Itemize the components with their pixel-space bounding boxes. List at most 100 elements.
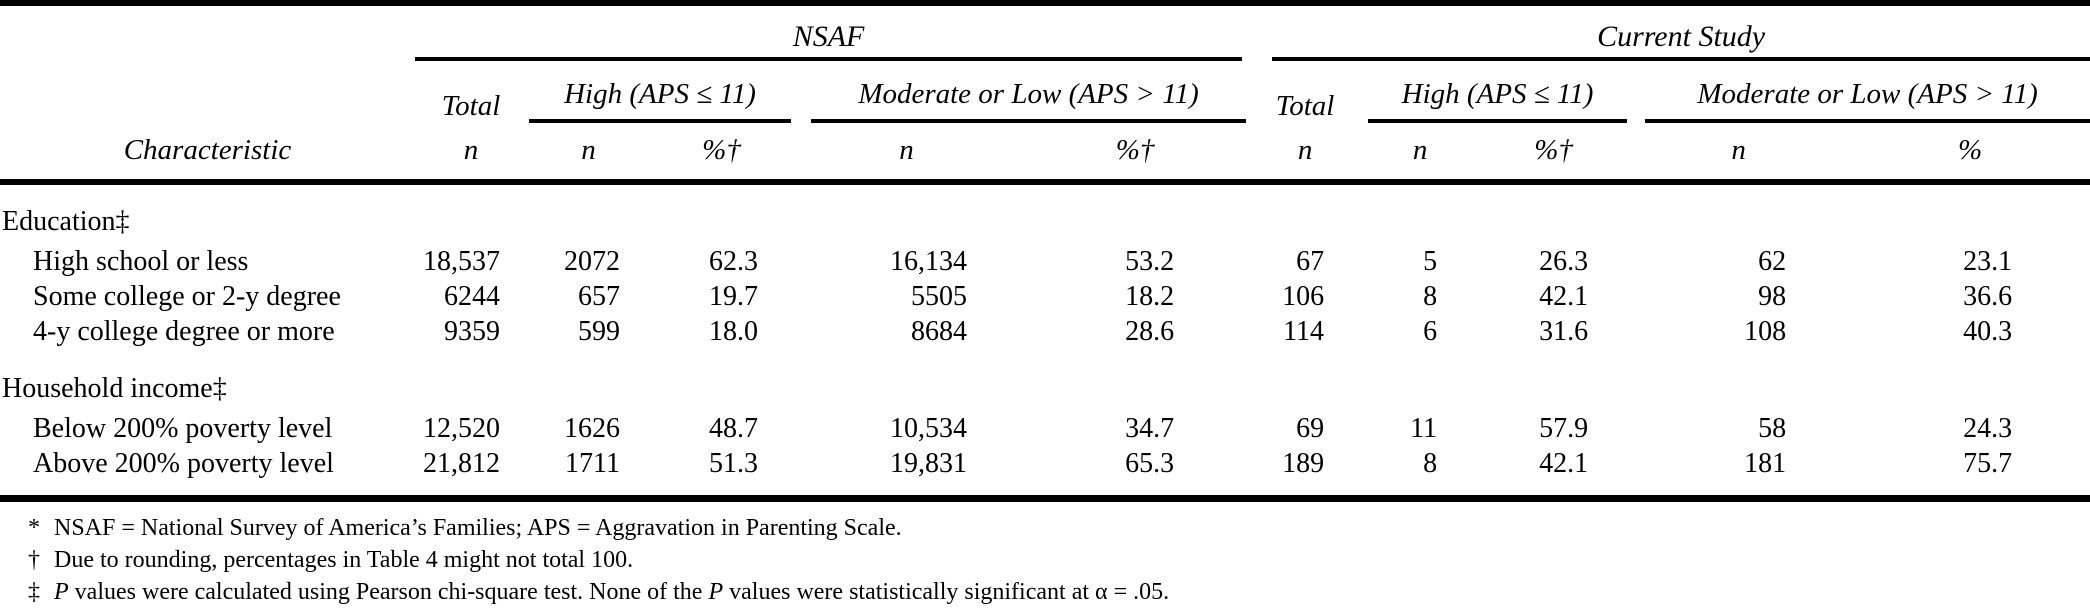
- section-row-education: Education‡: [0, 182, 2090, 244]
- footnote-text: values were calculated using Pearson chi…: [68, 579, 709, 605]
- cell-value: 98: [1758, 281, 1787, 312]
- footnote-nsaf-definition: * NSAF = National Survey of America’s Fam…: [28, 512, 2090, 544]
- cell-value: 16,134: [890, 246, 967, 277]
- cell-value: 10,534: [890, 413, 967, 444]
- cell-value: 657: [578, 281, 620, 312]
- row-label: Below 200% poverty level: [33, 413, 333, 444]
- col-header-moderate-pct-nsaf: %†: [1020, 123, 1251, 185]
- section-label: Education‡: [2, 206, 130, 237]
- group-header-nsaf: NSAF: [415, 6, 1243, 61]
- row-label: Some college or 2-y degree: [33, 281, 341, 312]
- cell-value: 8: [1423, 448, 1438, 479]
- cell-value: 57.9: [1539, 413, 1589, 444]
- col-header-characteristic: Characteristic: [0, 123, 415, 185]
- cell-value: 108: [1744, 316, 1787, 347]
- cell-value: 9359: [444, 316, 500, 347]
- section-row-household-income: Household income‡: [0, 349, 2090, 411]
- subheader-moderate-current-study-cell: Moderate or Low (APS > 11): [1627, 61, 2090, 123]
- table-row: Above 200% poverty level 21,812 1711 51.…: [0, 446, 2090, 499]
- row-label: Above 200% poverty level: [33, 448, 334, 479]
- subheader-moderate-nsaf-cell: Moderate or Low (APS > 11): [793, 61, 1250, 123]
- subheader-high-nsaf: High (APS ≤ 11): [529, 73, 791, 123]
- cell-value: 75.7: [1963, 448, 2013, 479]
- cell-value: 67: [1296, 246, 1325, 277]
- cell-value: 23.1: [1963, 246, 2013, 277]
- col-header-high-pct-current-study: %†: [1480, 123, 1628, 185]
- group-header-nsaf-cell: NSAF: [415, 3, 1250, 61]
- section-label: Household income‡: [2, 373, 227, 404]
- footnote-text: values were statistically significant at…: [723, 579, 1170, 605]
- footnote-pvalues: ‡ P values were calculated using Pearson …: [28, 576, 2090, 608]
- cell-value: 19.7: [709, 281, 758, 312]
- footnote-text-italic: P: [54, 579, 69, 605]
- footnote-rounding: † Due to rounding, percentages in Table 4…: [28, 544, 2090, 576]
- row-label: 4-y college degree or more: [33, 316, 335, 347]
- subheader-total-current-study: Total: [1275, 90, 1335, 122]
- footnote-text: NSAF = National Survey of America’s Fami…: [54, 515, 902, 541]
- cell-value: 19,831: [890, 448, 967, 479]
- stub-cell: [0, 3, 415, 61]
- cell-value: 114: [1283, 316, 1325, 347]
- subheader-moderate-nsaf: Moderate or Low (APS > 11): [811, 73, 1247, 123]
- group-header-current-study-cell: Current Study: [1250, 3, 2090, 61]
- cell-value: 12,520: [423, 413, 500, 444]
- footnote-text: Due to rounding, percentages in Table 4 …: [54, 547, 634, 573]
- column-header-row: Characteristic n n %† n %† n n %† n %: [0, 123, 2090, 185]
- col-header-total-n-current-study: n: [1250, 123, 1361, 185]
- cell-value: 62: [1758, 246, 1787, 277]
- cell-value: 2072: [564, 246, 620, 277]
- cell-value: 31.6: [1539, 316, 1589, 347]
- cell-value: 42.1: [1539, 281, 1589, 312]
- group-header-row: NSAF Current Study: [0, 3, 2090, 61]
- cell-value: 18,537: [423, 246, 500, 277]
- cell-value: 51.3: [709, 448, 758, 479]
- col-header-moderate-n-current-study: n: [1627, 123, 1851, 185]
- cell-value: 5: [1423, 246, 1438, 277]
- cell-value: 53.2: [1125, 246, 1175, 277]
- cell-value: 28.6: [1125, 316, 1175, 347]
- cell-value: 189: [1282, 448, 1325, 479]
- cell-value: 62.3: [709, 246, 758, 277]
- col-header-total-n-nsaf: n: [415, 123, 527, 185]
- cell-value: 40.3: [1963, 316, 2013, 347]
- group-header-current-study: Current Study: [1272, 6, 2090, 61]
- footnote-symbol: *: [28, 515, 40, 541]
- col-header-moderate-n-nsaf: n: [793, 123, 1020, 185]
- cell-value: 42.1: [1539, 448, 1589, 479]
- cell-value: 6: [1423, 316, 1438, 347]
- cell-value: 18.2: [1125, 281, 1175, 312]
- stub-cell: [0, 61, 415, 123]
- cell-value: 58: [1758, 413, 1787, 444]
- col-header-high-n-nsaf: n: [527, 123, 650, 185]
- table-row: Below 200% poverty level 12,520 1626 48.…: [0, 411, 2090, 446]
- cell-value: 34.7: [1125, 413, 1175, 444]
- cell-value: 24.3: [1963, 413, 2013, 444]
- aps-comparison-table: NSAF Current Study Total High (APS ≤ 11)…: [0, 0, 2090, 502]
- table-row: Some college or 2-y degree 6244 657 19.7…: [0, 279, 2090, 314]
- cell-value: 106: [1282, 281, 1325, 312]
- cell-value: 48.7: [709, 413, 758, 444]
- cell-value: 1711: [565, 448, 620, 479]
- footnote-symbol: †: [28, 547, 40, 573]
- cell-value: 26.3: [1539, 246, 1589, 277]
- subheader-moderate-current-study: Moderate or Low (APS > 11): [1645, 73, 2090, 123]
- table-body: Education‡ High school or less 18,537 20…: [0, 182, 2090, 499]
- cell-value: 181: [1744, 448, 1787, 479]
- subheader-high-current-study: High (APS ≤ 11): [1368, 73, 1628, 123]
- col-header-high-n-current-study: n: [1360, 123, 1481, 185]
- footnotes-block: * NSAF = National Survey of America’s Fam…: [0, 512, 2090, 608]
- cell-value: 69: [1296, 413, 1325, 444]
- cell-value: 1626: [564, 413, 620, 444]
- subheader-high-nsaf-cell: High (APS ≤ 11): [527, 61, 793, 123]
- cell-value: 11: [1410, 413, 1438, 444]
- footnote-symbol: ‡: [28, 579, 40, 605]
- cell-value: 65.3: [1125, 448, 1175, 479]
- row-label: High school or less: [33, 246, 249, 277]
- cell-value: 5505: [911, 281, 967, 312]
- cell-value: 599: [578, 316, 620, 347]
- col-header-moderate-pct-current-study: %: [1850, 123, 2090, 185]
- subgroup-header-row: Total High (APS ≤ 11) Moderate or Low (A…: [0, 61, 2090, 123]
- subheader-total-nsaf: Total: [441, 90, 501, 122]
- footnote-text-italic: P: [708, 579, 724, 605]
